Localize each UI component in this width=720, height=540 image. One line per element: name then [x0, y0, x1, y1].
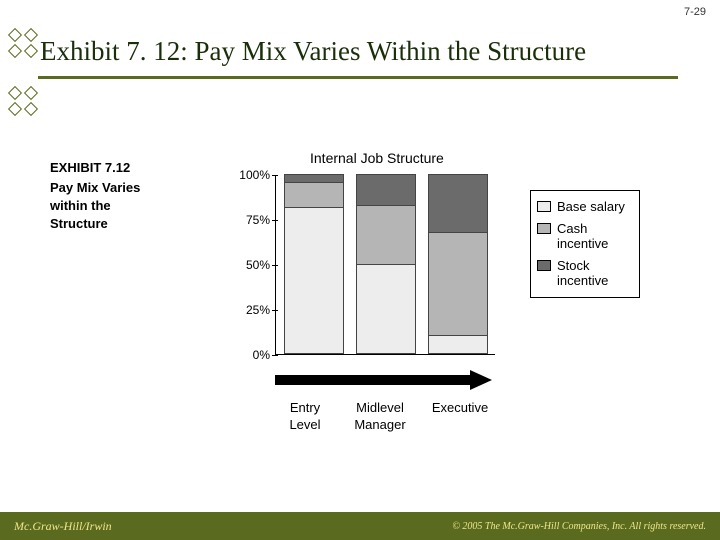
legend-label: Base salary [557, 199, 625, 215]
legend-item: Stock incentive [537, 258, 633, 289]
legend-item: Base salary [537, 199, 633, 215]
legend-label: Stock incentive [557, 258, 633, 289]
legend: Base salary Cash incentive Stock incentive [530, 190, 640, 298]
diamond-icon [24, 44, 38, 58]
header: Exhibit 7. 12: Pay Mix Varies Within the… [0, 28, 720, 90]
segment-base [357, 264, 415, 353]
diamond-icon [8, 44, 22, 58]
footer-copyright: © 2005 The Mc.Graw-Hill Companies, Inc. … [452, 521, 706, 532]
bar [284, 174, 344, 354]
x-tick-label: MidlevelManager [340, 400, 420, 434]
segment-base [285, 207, 343, 353]
segment-cash [429, 232, 487, 335]
y-tick-label: 50% [225, 258, 270, 272]
segment-stock [285, 175, 343, 182]
diamond-icon [8, 86, 22, 100]
slide-title: Exhibit 7. 12: Pay Mix Varies Within the… [40, 36, 586, 67]
diamond-icon [8, 102, 22, 116]
stacked-bar-chart: 100%75%50%25%0% EntryLevelMidlevelManage… [225, 175, 505, 375]
footer: Mc.Graw-Hill/Irwin © 2005 The Mc.Graw-Hi… [0, 512, 720, 540]
segment-stock [357, 175, 415, 205]
y-tick-label: 25% [225, 303, 270, 317]
exhibit-title: Pay Mix Varies within the Structure [50, 179, 170, 234]
legend-swatch [537, 201, 551, 212]
bar [428, 174, 488, 354]
footer-publisher: Mc.Graw-Hill/Irwin [14, 519, 112, 534]
diamond-icon [24, 28, 38, 42]
legend-item: Cash incentive [537, 221, 633, 252]
x-axis-labels: EntryLevelMidlevelManagerExecutive [270, 400, 510, 434]
x-tick-label: Executive [420, 400, 500, 434]
segment-cash [357, 205, 415, 264]
exhibit-number: EXHIBIT 7.12 [50, 160, 170, 175]
legend-label: Cash incentive [557, 221, 633, 252]
decoration-diamonds-bottom [8, 86, 38, 118]
segment-stock [429, 175, 487, 232]
exhibit-figure: EXHIBIT 7.12 Pay Mix Varies within the S… [50, 160, 670, 450]
segment-cash [285, 182, 343, 207]
title-underline [38, 76, 678, 79]
x-tick-label: EntryLevel [270, 400, 340, 434]
plot-area [275, 175, 495, 355]
page-number: 7-29 [684, 6, 706, 18]
y-axis: 100%75%50%25%0% [225, 175, 270, 355]
x-axis-arrow [275, 370, 495, 390]
y-tick-label: 0% [225, 348, 270, 362]
exhibit-caption: EXHIBIT 7.12 Pay Mix Varies within the S… [50, 160, 170, 234]
diamond-icon [24, 86, 38, 100]
legend-swatch [537, 260, 551, 271]
diamond-icon [24, 102, 38, 116]
y-tick-label: 75% [225, 213, 270, 227]
segment-base [429, 335, 487, 353]
y-tick-label: 100% [225, 168, 270, 182]
diamond-icon [8, 28, 22, 42]
legend-swatch [537, 223, 551, 234]
chart-title: Internal Job Structure [310, 150, 444, 166]
bar [356, 174, 416, 354]
decoration-diamonds-top [8, 28, 38, 60]
